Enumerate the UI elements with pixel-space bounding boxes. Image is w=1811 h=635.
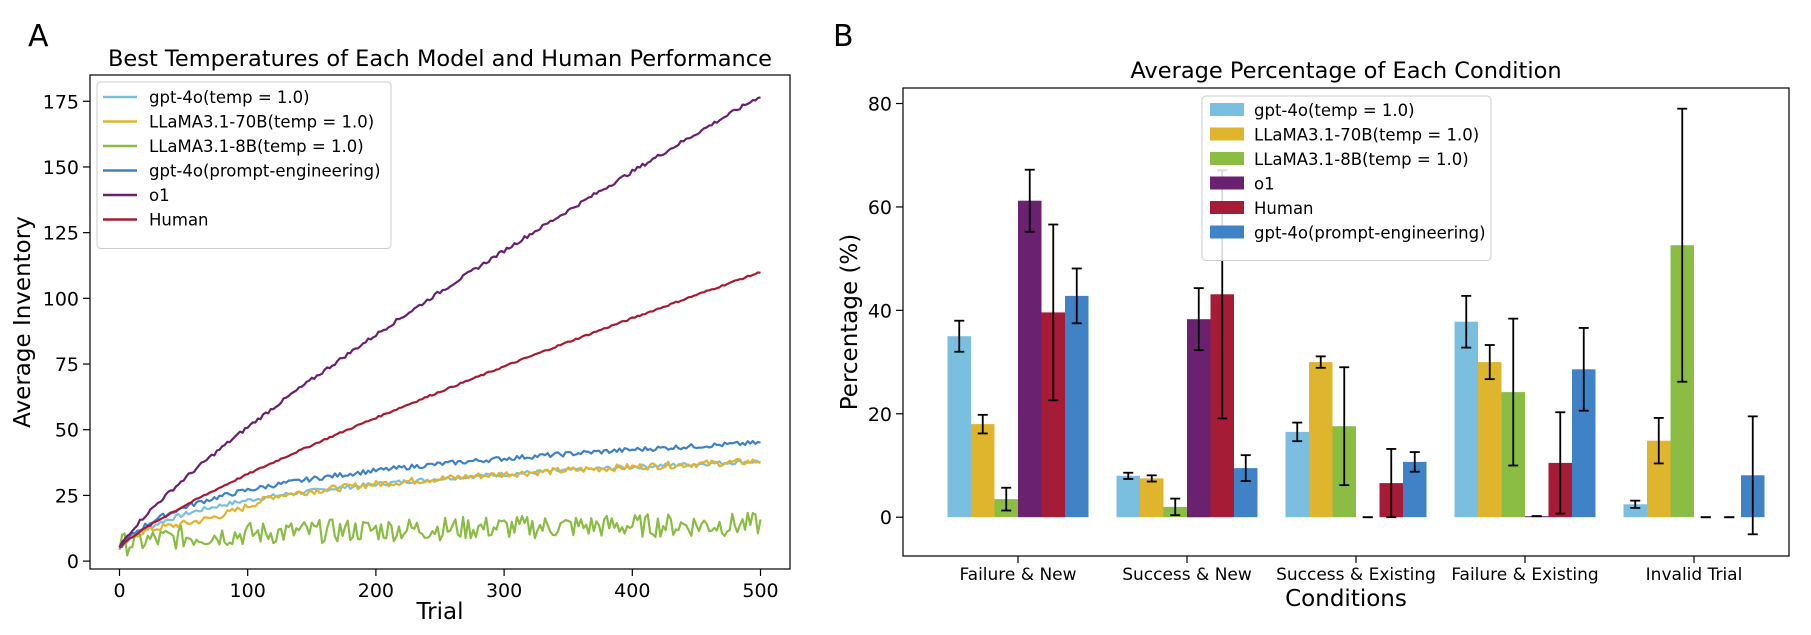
chart-b-legend <box>1201 95 1492 261</box>
panel-letter-a: A <box>28 19 49 54</box>
legend-swatch <box>1210 152 1244 165</box>
legend-label: gpt-4o(prompt-engineering) <box>1254 224 1486 243</box>
category-label: Success & Existing <box>1276 565 1436 585</box>
legend-swatch <box>1210 201 1244 214</box>
chart-b-ylabel: Percentage (%) <box>837 234 863 411</box>
chart-b: Failure & New Success & New Success & Exis… <box>868 87 1790 585</box>
chart-a: 0 100 200 300 400 500 0 25 50 75 100 125 150 175 gpt-4… <box>43 74 791 602</box>
y-tick-label: 125 <box>43 223 79 245</box>
y-tick-label: 0 <box>880 507 892 529</box>
y-tick-label: 0 <box>67 551 79 573</box>
bar-gpt-4o-temp-1-0-success-new <box>1116 475 1140 518</box>
line-llama3-1-70b-temp-1-0 <box>118 457 761 548</box>
bar-llama3-1-70b-temp-1-0-failure-new <box>971 424 995 518</box>
y-tick-label: 100 <box>43 288 79 310</box>
bar-gpt-4o-prompt-engineering-failure-existing <box>1572 369 1596 518</box>
bar-human-failure-new <box>1041 312 1065 518</box>
bar-gpt-4o-temp-1-0-success-existing <box>1285 431 1309 518</box>
legend-label: Human <box>1254 199 1314 218</box>
chart-b-frame <box>902 87 1790 557</box>
y-tick-label: 40 <box>868 300 892 322</box>
legend-label: LLaMA3.1-70B(temp = 1.0) <box>1254 126 1479 145</box>
legend-swatch <box>1210 176 1244 190</box>
y-tick-label: 25 <box>55 485 79 507</box>
legend-label: LLaMA3.1-8B(temp = 1.0) <box>149 137 364 156</box>
bar-gpt-4o-prompt-engineering-success-existing <box>1403 461 1427 518</box>
legend-label: LLaMA3.1-8B(temp = 1.0) <box>1254 150 1469 169</box>
legend-label: gpt-4o(prompt-engineering) <box>149 162 381 181</box>
line-o1 <box>118 96 761 548</box>
bar-llama3-1-70b-temp-1-0-failure-existing <box>1478 362 1502 518</box>
legend-swatch <box>1210 103 1244 116</box>
chart-a-frame <box>89 74 791 570</box>
bar-gpt-4o-temp-1-0-failure-new <box>947 336 971 518</box>
chart-a-xlabel: Trial <box>416 599 464 625</box>
line-gpt-4o-prompt-engineering <box>119 440 761 549</box>
bar-o1-failure-new <box>1018 200 1042 518</box>
legend-swatch <box>1210 127 1244 141</box>
y-tick-label: 50 <box>55 420 79 442</box>
chart-a-ylabel: Average Inventory <box>10 216 36 428</box>
chart-a-legend <box>96 81 392 249</box>
category-label: Invalid Trial <box>1646 565 1743 585</box>
x-tick-label: 500 <box>742 580 778 602</box>
category-label: Failure & Existing <box>1451 565 1598 585</box>
bar-o1-success-new <box>1187 319 1211 518</box>
category-label: Success & New <box>1122 565 1252 585</box>
legend-label: o1 <box>1254 175 1275 194</box>
panel-letter-b: B <box>833 19 854 54</box>
line-llama3-1-8b-temp-1-0 <box>118 511 762 557</box>
legend-label: gpt-4o(temp = 1.0) <box>149 88 310 107</box>
chart-b-title: Average Percentage of Each Condition <box>1130 58 1561 84</box>
bar-gpt-4o-temp-1-0-failure-existing <box>1454 321 1478 518</box>
bar-gpt-4o-prompt-engineering-failure-new <box>1065 295 1089 518</box>
bar-llama3-1-70b-temp-1-0-invalid-trial <box>1647 440 1671 518</box>
line-human <box>118 271 761 549</box>
y-tick-label: 175 <box>43 91 79 113</box>
x-tick-label: 200 <box>358 580 394 602</box>
category-label: Failure & New <box>959 565 1076 585</box>
y-tick-label: 80 <box>868 94 892 116</box>
x-tick-label: 0 <box>113 580 125 602</box>
bar-gpt-4o-prompt-engineering-success-new <box>1234 468 1258 518</box>
y-tick-label: 20 <box>868 404 892 426</box>
bar-llama3-1-70b-temp-1-0-success-existing <box>1309 362 1333 518</box>
x-tick-label: 400 <box>614 580 650 602</box>
legend-label: o1 <box>149 186 170 205</box>
y-tick-label: 75 <box>55 354 79 376</box>
x-tick-label: 300 <box>486 580 522 602</box>
chart-b-xlabel: Conditions <box>1285 586 1407 612</box>
legend-swatch <box>1210 225 1244 239</box>
legend-label: Human <box>149 211 209 230</box>
legend-label: gpt-4o(temp = 1.0) <box>1254 101 1415 120</box>
legend-label: LLaMA3.1-70B(temp = 1.0) <box>149 113 374 132</box>
y-tick-label: 60 <box>868 197 892 219</box>
x-tick-label: 100 <box>230 580 266 602</box>
y-tick-label: 150 <box>43 157 79 179</box>
bar-gpt-4o-temp-1-0-invalid-trial <box>1623 504 1647 518</box>
bar-llama3-1-70b-temp-1-0-success-new <box>1140 478 1164 518</box>
chart-a-title: Best Temperatures of Each Model and Huma… <box>108 46 772 72</box>
